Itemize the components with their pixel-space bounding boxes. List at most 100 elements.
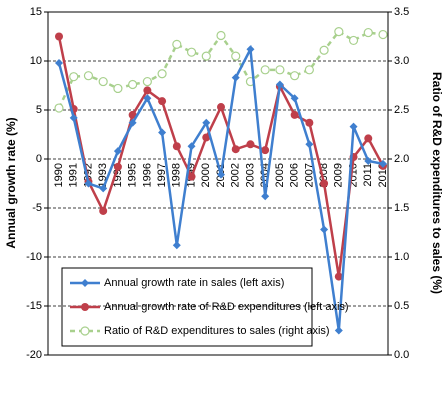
y2-tick-label: 0.5 bbox=[394, 300, 409, 312]
y-axis-title: Annual growth rate (%) bbox=[4, 117, 18, 248]
data-point bbox=[246, 45, 255, 54]
x-tick-label: 2002 bbox=[230, 163, 242, 187]
data-point bbox=[290, 94, 299, 103]
y2-tick-label: 0.0 bbox=[394, 349, 409, 361]
data-point bbox=[158, 128, 167, 137]
data-point bbox=[319, 45, 329, 55]
data-point bbox=[128, 110, 137, 119]
x-tick-label: 2003 bbox=[244, 163, 256, 187]
data-point bbox=[128, 118, 137, 127]
data-point bbox=[364, 134, 373, 143]
x-tick-label: 2009 bbox=[333, 163, 345, 187]
data-point bbox=[99, 184, 108, 193]
plot-frame bbox=[47, 11, 389, 356]
data-point bbox=[349, 122, 358, 131]
data-point bbox=[275, 80, 284, 89]
data-point bbox=[128, 79, 138, 90]
x-tick-label: 1995 bbox=[127, 163, 139, 187]
y-tick-label: -20 bbox=[26, 349, 42, 361]
data-point bbox=[217, 170, 225, 179]
data-point bbox=[69, 113, 78, 122]
y-tick-label: 5 bbox=[36, 104, 42, 116]
data-point bbox=[172, 39, 182, 49]
x-tick-label: 1997 bbox=[156, 163, 168, 187]
legend-box bbox=[61, 267, 313, 347]
data-point bbox=[334, 27, 344, 37]
y-tick-label: 10 bbox=[30, 55, 42, 67]
x-tick-label: 1998 bbox=[171, 163, 183, 187]
x-tick-label: 1990 bbox=[53, 163, 65, 187]
data-point bbox=[202, 133, 211, 142]
data-point bbox=[231, 73, 240, 82]
data-point bbox=[378, 29, 388, 40]
data-point bbox=[334, 272, 343, 281]
y2-tick-label: 3.0 bbox=[394, 55, 409, 67]
x-tick-label: 1996 bbox=[141, 163, 153, 187]
y2-tick-label: 2.5 bbox=[394, 104, 409, 116]
series-line bbox=[57, 29, 384, 109]
data-point bbox=[172, 241, 181, 250]
data-point bbox=[158, 97, 167, 106]
data-point bbox=[334, 326, 343, 335]
y2-tick-label: 2.0 bbox=[394, 153, 409, 165]
legend-marker bbox=[81, 303, 89, 311]
data-point bbox=[157, 69, 167, 79]
legend-marker bbox=[80, 326, 90, 336]
data-point bbox=[187, 172, 196, 181]
data-point bbox=[261, 192, 270, 201]
data-point bbox=[379, 159, 387, 168]
legend-label: Ratio of R&D expenditures to sales (righ… bbox=[104, 325, 330, 337]
y-tick-label: -15 bbox=[26, 300, 42, 312]
data-point bbox=[290, 71, 300, 81]
x-tick-label: 1991 bbox=[68, 163, 80, 187]
data-point bbox=[320, 179, 329, 188]
data-point bbox=[348, 35, 359, 46]
y2-tick-label: 1.5 bbox=[394, 202, 409, 214]
data-point bbox=[113, 162, 122, 171]
data-point bbox=[55, 58, 63, 67]
data-point bbox=[202, 118, 211, 127]
data-point bbox=[143, 94, 152, 103]
data-point bbox=[320, 225, 329, 234]
data-point bbox=[187, 142, 196, 151]
x-tick-label: 2012 bbox=[377, 163, 389, 187]
x-tick-label: 2007 bbox=[303, 163, 315, 187]
data-point bbox=[54, 103, 64, 113]
legend-marker bbox=[81, 279, 89, 287]
data-point bbox=[142, 76, 152, 87]
x-tick-label: 2006 bbox=[289, 163, 301, 187]
x-tick-label: 2000 bbox=[200, 163, 212, 187]
data-point bbox=[143, 86, 152, 95]
data-point bbox=[113, 147, 122, 156]
y2-axis-title: Ratio of R&D expenditures to sales (%) bbox=[430, 72, 444, 294]
data-point bbox=[231, 145, 240, 154]
data-point bbox=[83, 71, 94, 81]
data-point bbox=[201, 51, 211, 61]
data-point bbox=[231, 51, 241, 61]
data-point bbox=[172, 142, 181, 151]
x-tick-label: 2005 bbox=[274, 163, 286, 187]
data-point bbox=[246, 140, 255, 149]
y2-tick-label: 3.5 bbox=[394, 6, 409, 18]
data-point bbox=[290, 110, 299, 119]
y-tick-label: 0 bbox=[36, 153, 42, 165]
y-tick-label: 15 bbox=[30, 6, 42, 18]
legend-label: Annual growth rate of R&D expenditures (… bbox=[104, 301, 349, 313]
y-tick-label: -5 bbox=[32, 202, 42, 214]
data-point bbox=[260, 65, 270, 75]
series-line bbox=[57, 36, 385, 277]
data-point bbox=[304, 65, 314, 75]
data-point bbox=[261, 146, 270, 155]
y2-tick-label: 1.0 bbox=[394, 251, 409, 263]
data-point bbox=[99, 206, 108, 215]
data-point bbox=[69, 72, 79, 82]
data-point bbox=[364, 156, 373, 165]
data-point bbox=[84, 179, 93, 188]
data-point bbox=[55, 32, 63, 41]
data-point bbox=[186, 47, 197, 57]
y-tick-label: -10 bbox=[26, 251, 42, 263]
x-tick-label: 2011 bbox=[362, 163, 374, 187]
data-point bbox=[113, 83, 123, 94]
data-point bbox=[305, 140, 314, 149]
